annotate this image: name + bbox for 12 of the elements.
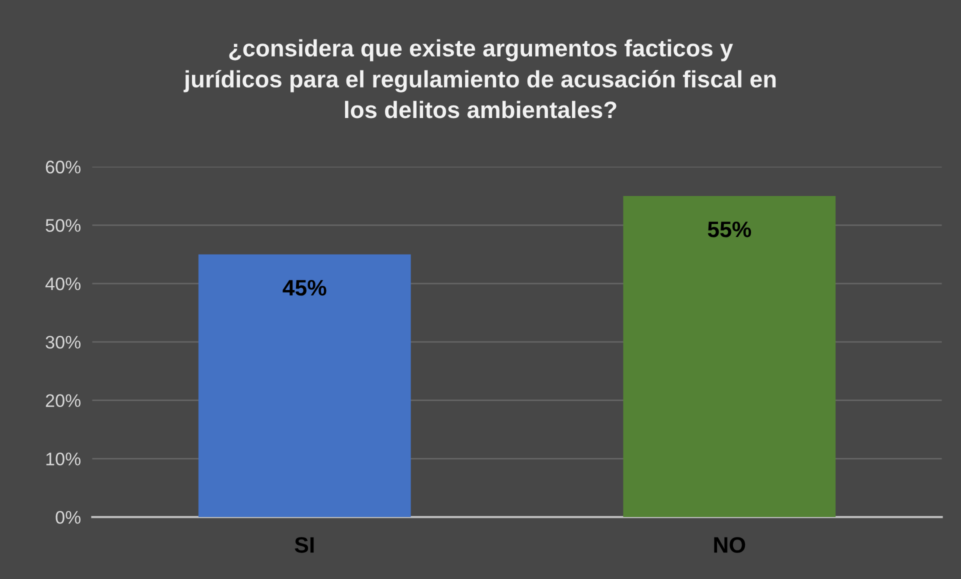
y-tick-label: 10% [46, 452, 81, 466]
data-label: 45% [282, 280, 326, 296]
data-label: 55% [708, 222, 752, 238]
y-tick-label: 0% [56, 510, 81, 524]
y-tick-label: 60% [46, 160, 81, 174]
y-tick-label: 30% [46, 336, 81, 349]
x-tick-label: SI [294, 537, 314, 553]
x-tick-label: NO [714, 537, 746, 553]
y-tick-label: 20% [46, 394, 81, 407]
chart-title: ¿considera que existe argumentos facticos y jurídicos para el regulamiento de acusación fiscal en los delitos ambientales? [184, 39, 776, 118]
y-tick-label: 40% [45, 277, 81, 290]
y-tick-label: 50% [46, 219, 81, 232]
